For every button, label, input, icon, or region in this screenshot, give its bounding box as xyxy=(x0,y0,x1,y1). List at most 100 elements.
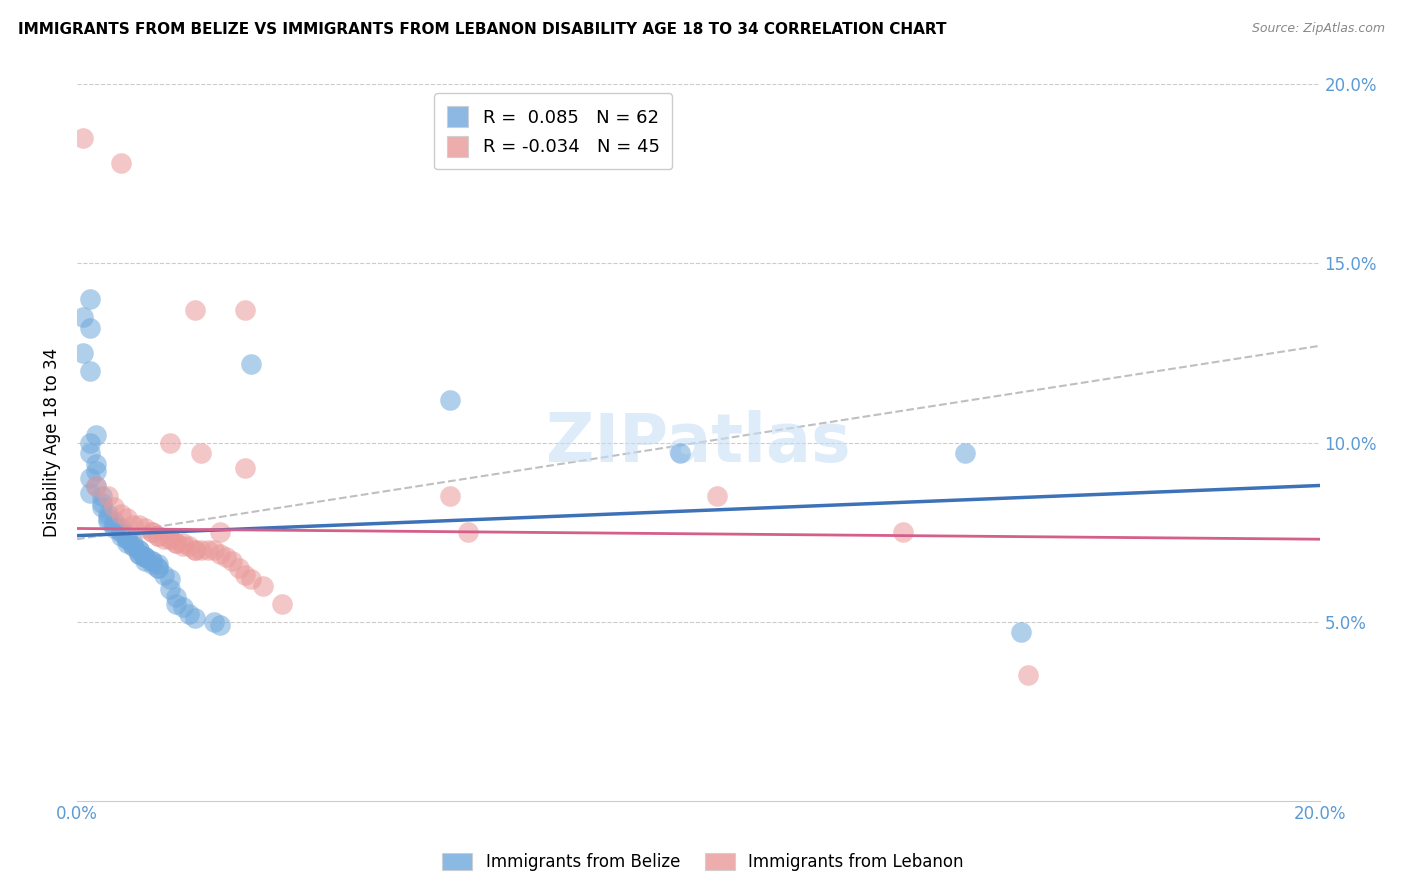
Point xyxy=(439,489,461,503)
Point xyxy=(128,517,150,532)
Point xyxy=(159,532,181,546)
Point xyxy=(166,597,188,611)
Text: ZIPatlas: ZIPatlas xyxy=(546,409,851,475)
Point xyxy=(110,507,132,521)
Point xyxy=(84,464,107,478)
Point xyxy=(159,582,181,597)
Point xyxy=(141,524,163,539)
Point xyxy=(166,590,188,604)
Point xyxy=(252,579,274,593)
Point xyxy=(79,446,101,460)
Point xyxy=(208,547,231,561)
Text: Source: ZipAtlas.com: Source: ZipAtlas.com xyxy=(1251,22,1385,36)
Point xyxy=(146,558,169,572)
Point xyxy=(122,536,145,550)
Point xyxy=(172,536,194,550)
Point xyxy=(110,524,132,539)
Point xyxy=(103,521,125,535)
Point xyxy=(115,536,138,550)
Point xyxy=(72,346,94,360)
Point xyxy=(153,568,176,582)
Point xyxy=(122,540,145,554)
Y-axis label: Disability Age 18 to 34: Disability Age 18 to 34 xyxy=(44,348,60,537)
Point xyxy=(84,478,107,492)
Point xyxy=(97,514,120,528)
Point xyxy=(891,524,914,539)
Point xyxy=(153,532,176,546)
Point xyxy=(141,558,163,572)
Point xyxy=(110,156,132,170)
Point xyxy=(79,364,101,378)
Point xyxy=(84,478,107,492)
Legend: Immigrants from Belize, Immigrants from Lebanon: Immigrants from Belize, Immigrants from … xyxy=(434,845,972,880)
Point xyxy=(1010,625,1032,640)
Point xyxy=(122,517,145,532)
Point xyxy=(122,540,145,554)
Point xyxy=(115,528,138,542)
Point xyxy=(91,500,114,514)
Point xyxy=(233,303,256,318)
Point xyxy=(72,310,94,325)
Point xyxy=(271,597,294,611)
Point xyxy=(233,568,256,582)
Point xyxy=(668,446,690,460)
Text: IMMIGRANTS FROM BELIZE VS IMMIGRANTS FROM LEBANON DISABILITY AGE 18 TO 34 CORREL: IMMIGRANTS FROM BELIZE VS IMMIGRANTS FRO… xyxy=(18,22,946,37)
Point xyxy=(202,543,225,558)
Point xyxy=(146,561,169,575)
Point xyxy=(141,554,163,568)
Point xyxy=(177,607,200,622)
Point xyxy=(240,357,263,371)
Point xyxy=(228,561,250,575)
Point xyxy=(172,600,194,615)
Point xyxy=(110,524,132,539)
Point xyxy=(141,554,163,568)
Point xyxy=(141,524,163,539)
Point xyxy=(208,524,231,539)
Point xyxy=(128,543,150,558)
Point xyxy=(184,303,207,318)
Point xyxy=(110,528,132,542)
Point xyxy=(184,543,207,558)
Point xyxy=(128,547,150,561)
Point xyxy=(103,500,125,514)
Point xyxy=(115,532,138,546)
Point xyxy=(159,532,181,546)
Point xyxy=(134,550,156,565)
Point xyxy=(128,543,150,558)
Point xyxy=(221,554,243,568)
Point xyxy=(146,528,169,542)
Point xyxy=(706,489,728,503)
Point xyxy=(439,392,461,407)
Point xyxy=(1017,668,1039,682)
Point xyxy=(97,510,120,524)
Point xyxy=(79,321,101,335)
Point xyxy=(177,540,200,554)
Point xyxy=(97,507,120,521)
Point xyxy=(134,550,156,565)
Point xyxy=(91,496,114,510)
Point xyxy=(79,435,101,450)
Point xyxy=(208,618,231,632)
Point xyxy=(159,435,181,450)
Point xyxy=(115,510,138,524)
Point xyxy=(146,528,169,542)
Point xyxy=(103,517,125,532)
Point xyxy=(166,536,188,550)
Point xyxy=(215,550,238,565)
Point xyxy=(79,471,101,485)
Point xyxy=(84,428,107,442)
Point xyxy=(128,547,150,561)
Point xyxy=(184,611,207,625)
Point xyxy=(72,131,94,145)
Point xyxy=(79,293,101,307)
Point xyxy=(240,572,263,586)
Legend: R =  0.085   N = 62, R = -0.034   N = 45: R = 0.085 N = 62, R = -0.034 N = 45 xyxy=(434,94,672,169)
Point xyxy=(955,446,977,460)
Point xyxy=(159,572,181,586)
Point xyxy=(190,446,212,460)
Point xyxy=(197,543,219,558)
Point xyxy=(79,485,101,500)
Point xyxy=(134,550,156,565)
Point xyxy=(146,561,169,575)
Point xyxy=(84,457,107,471)
